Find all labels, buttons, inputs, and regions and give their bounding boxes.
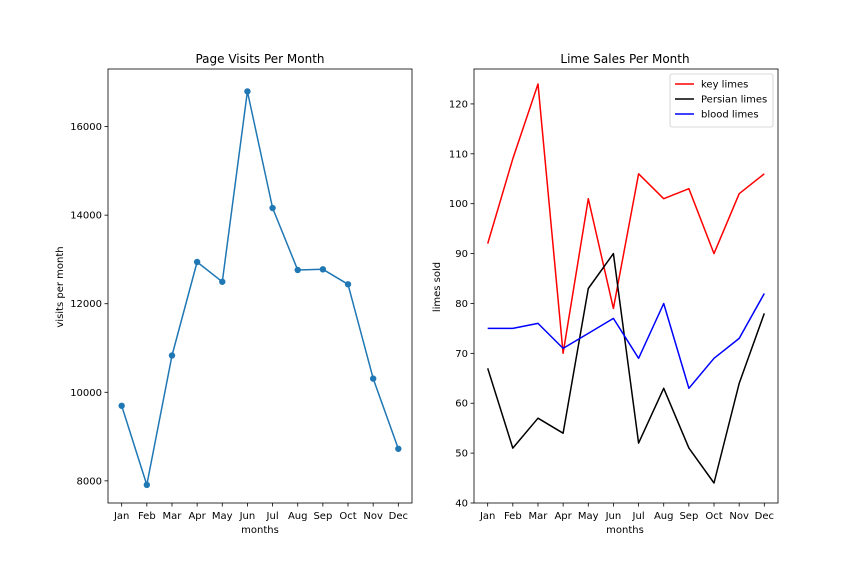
x-tick-label: Jan	[479, 511, 495, 522]
x-tick-label: Mar	[529, 511, 549, 522]
data-point	[169, 352, 175, 358]
x-tick-label: Aug	[288, 511, 308, 522]
x-tick-label: Apr	[188, 511, 206, 522]
x-axis-label: months	[241, 525, 279, 536]
x-tick-label: May	[578, 511, 599, 522]
x-tick-label: Aug	[654, 511, 674, 522]
lime-sales-chart: Lime Sales Per Month months limes sold J…	[432, 52, 778, 536]
legend-label: key limes	[701, 80, 748, 91]
x-tick-label: Sep	[679, 511, 698, 522]
y-tick-label: 16000	[70, 122, 102, 133]
y-tick-label: 120	[449, 99, 468, 110]
series-line	[488, 294, 765, 389]
data-point	[144, 482, 150, 488]
axes-frame	[474, 69, 778, 503]
data-point	[244, 88, 250, 94]
x-tick-label: Sep	[313, 511, 332, 522]
y-tick-label: 8000	[77, 476, 102, 487]
chart-title: Lime Sales Per Month	[560, 52, 689, 66]
chart-title: Page Visits Per Month	[195, 52, 324, 66]
legend-label: Persian limes	[701, 95, 767, 106]
y-tick-label: 90	[455, 249, 468, 260]
x-tick-label: Jan	[113, 511, 129, 522]
x-tick-label: Jun	[605, 511, 622, 522]
data-point	[395, 446, 401, 452]
series-line	[122, 91, 399, 485]
x-tick-label: Apr	[554, 511, 572, 522]
x-tick-label: Dec	[755, 511, 774, 522]
y-tick-label: 110	[449, 149, 468, 160]
x-tick-label: Dec	[389, 511, 408, 522]
x-tick-label: Oct	[705, 511, 722, 522]
x-tick-label: Feb	[504, 511, 522, 522]
data-point	[269, 205, 275, 211]
data-point	[118, 403, 124, 409]
y-tick-label: 40	[455, 499, 468, 510]
series-line	[488, 254, 765, 483]
data-point	[345, 281, 351, 287]
y-tick-label: 60	[455, 399, 468, 410]
y-tick-label: 10000	[70, 388, 102, 399]
x-tick-label: Nov	[729, 511, 749, 522]
y-tick-label: 70	[455, 349, 468, 360]
y-tick-label: 14000	[70, 211, 102, 222]
data-point	[320, 266, 326, 272]
data-point	[194, 259, 200, 265]
x-tick-label: Jul	[266, 511, 279, 522]
legend-label: blood limes	[701, 110, 759, 121]
y-tick-label: 12000	[70, 299, 102, 310]
x-tick-label: Jul	[632, 511, 645, 522]
x-tick-label: Nov	[363, 511, 383, 522]
y-tick-label: 100	[449, 199, 468, 210]
page-visits-chart: Page Visits Per Month months visits per …	[55, 52, 412, 536]
x-tick-label: Jun	[239, 511, 256, 522]
x-tick-label: Oct	[339, 511, 356, 522]
x-tick-label: May	[212, 511, 233, 522]
y-axis-label: limes sold	[432, 262, 443, 312]
axes-frame	[108, 69, 412, 503]
x-axis-label: months	[606, 525, 644, 536]
data-point	[219, 279, 225, 285]
data-point	[295, 267, 301, 273]
y-tick-label: 50	[455, 449, 468, 460]
x-tick-label: Feb	[138, 511, 156, 522]
y-tick-label: 80	[455, 299, 468, 310]
x-tick-label: Mar	[163, 511, 183, 522]
y-axis-label: visits per month	[55, 246, 66, 327]
data-point	[370, 375, 376, 381]
